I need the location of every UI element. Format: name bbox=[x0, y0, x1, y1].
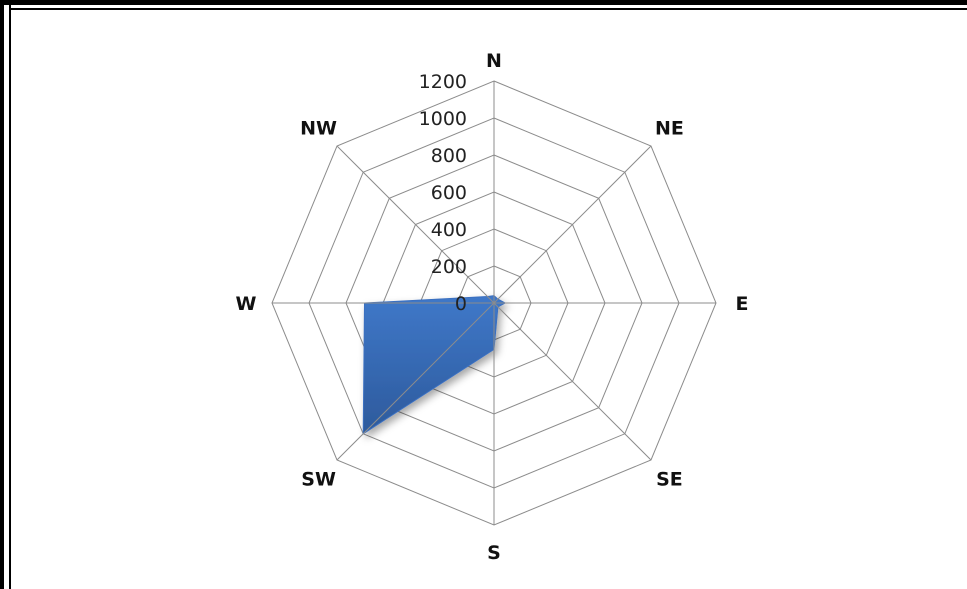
direction-label-n: N bbox=[486, 50, 502, 72]
direction-label-s: S bbox=[487, 542, 501, 564]
direction-label-se: SE bbox=[656, 468, 683, 490]
frame-border-left-inner bbox=[9, 5, 11, 589]
radar-spokes bbox=[272, 81, 716, 525]
direction-label-sw: SW bbox=[301, 468, 336, 490]
frame-border-left bbox=[0, 0, 4, 589]
direction-labels: N NE E SE S SW W NW bbox=[236, 50, 749, 564]
tick-label-0: 0 bbox=[455, 293, 467, 315]
tick-label-1200: 1200 bbox=[419, 71, 467, 93]
direction-label-ne: NE bbox=[655, 118, 684, 140]
spoke-sw bbox=[336, 302, 495, 461]
frame-border-top bbox=[0, 0, 967, 5]
direction-label-e: E bbox=[736, 293, 749, 315]
tick-label-1000: 1000 bbox=[419, 108, 467, 130]
tick-label-600: 600 bbox=[431, 182, 467, 204]
tick-label-800: 800 bbox=[431, 145, 467, 167]
direction-label-w: W bbox=[236, 293, 257, 315]
frame-border-inner-top bbox=[9, 8, 967, 10]
spoke-ne bbox=[493, 145, 652, 304]
radial-tick-labels: 0 200 400 600 800 1000 1200 bbox=[419, 71, 467, 315]
tick-label-200: 200 bbox=[431, 256, 467, 278]
direction-label-nw: NW bbox=[300, 118, 337, 140]
spoke-se bbox=[493, 302, 652, 461]
tick-label-400: 400 bbox=[431, 219, 467, 241]
spoke-nw bbox=[336, 145, 495, 304]
